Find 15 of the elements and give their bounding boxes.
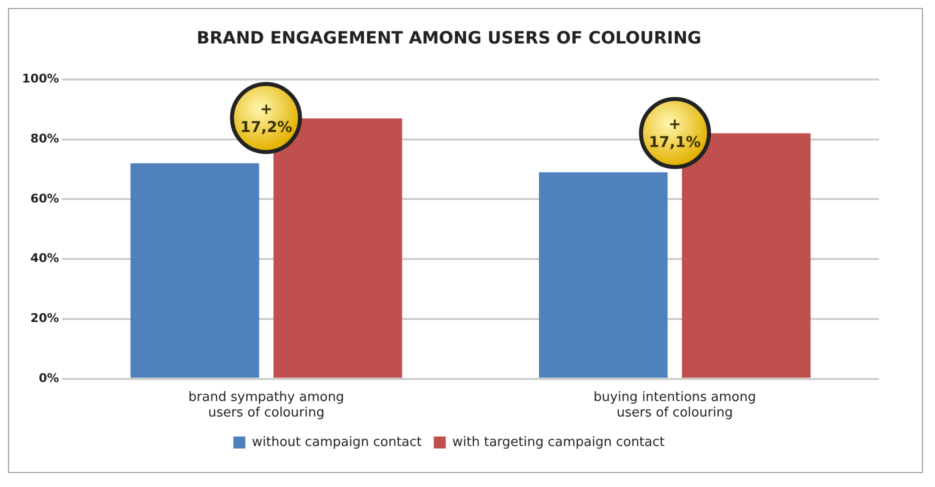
legend-label: without campaign contact: [252, 434, 422, 450]
y-tick-label: 100%: [22, 72, 60, 86]
y-tick-label: 0%: [38, 370, 60, 385]
y-tick-label: 60%: [30, 191, 60, 206]
annotation: + 17,1%: [648, 115, 701, 152]
annotation: + 17,2%: [240, 100, 292, 136]
seal-badge: + 17,2%: [230, 82, 302, 154]
legend-label: with targeting campaign contact: [452, 434, 665, 450]
x-tick-label: brand sympathy among users of colouring: [188, 390, 344, 421]
chart-title: BRAND ENGAGEMENT AMONG USERS OF COLOURING: [196, 28, 702, 49]
seal-badge: + 17,1%: [638, 97, 711, 170]
x-tick-label: buying intentions among users of colouring: [594, 390, 756, 421]
y-tick-label: 80%: [30, 131, 60, 146]
y-tick-label: 40%: [30, 251, 60, 266]
y-tick-label: 20%: [30, 311, 60, 326]
